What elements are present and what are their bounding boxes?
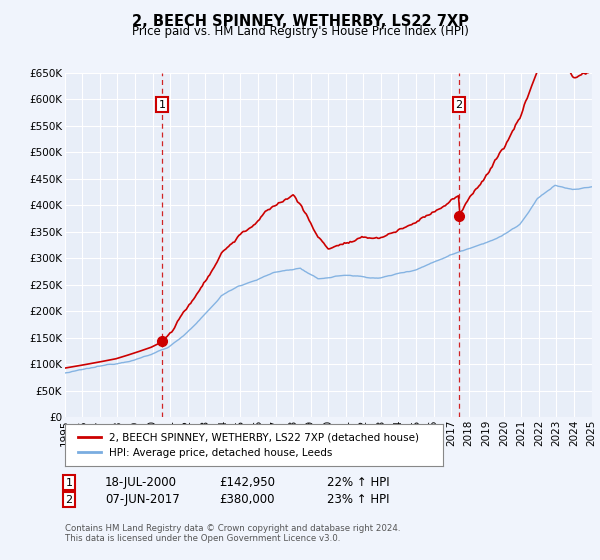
Text: 07-JUN-2017: 07-JUN-2017 xyxy=(105,493,180,506)
Text: 23% ↑ HPI: 23% ↑ HPI xyxy=(327,493,389,506)
Text: 2, BEECH SPINNEY, WETHERBY, LS22 7XP: 2, BEECH SPINNEY, WETHERBY, LS22 7XP xyxy=(131,14,469,29)
Text: 2: 2 xyxy=(455,100,463,110)
Text: 1: 1 xyxy=(158,100,166,110)
Text: 18-JUL-2000: 18-JUL-2000 xyxy=(105,476,177,489)
Legend: 2, BEECH SPINNEY, WETHERBY, LS22 7XP (detached house), HPI: Average price, detac: 2, BEECH SPINNEY, WETHERBY, LS22 7XP (de… xyxy=(74,428,424,461)
Text: 22% ↑ HPI: 22% ↑ HPI xyxy=(327,476,389,489)
Text: Price paid vs. HM Land Registry's House Price Index (HPI): Price paid vs. HM Land Registry's House … xyxy=(131,25,469,38)
Text: £380,000: £380,000 xyxy=(219,493,275,506)
Text: 1: 1 xyxy=(65,478,73,488)
Text: Contains HM Land Registry data © Crown copyright and database right 2024.
This d: Contains HM Land Registry data © Crown c… xyxy=(65,524,400,543)
Text: £142,950: £142,950 xyxy=(219,476,275,489)
Text: 2: 2 xyxy=(65,494,73,505)
